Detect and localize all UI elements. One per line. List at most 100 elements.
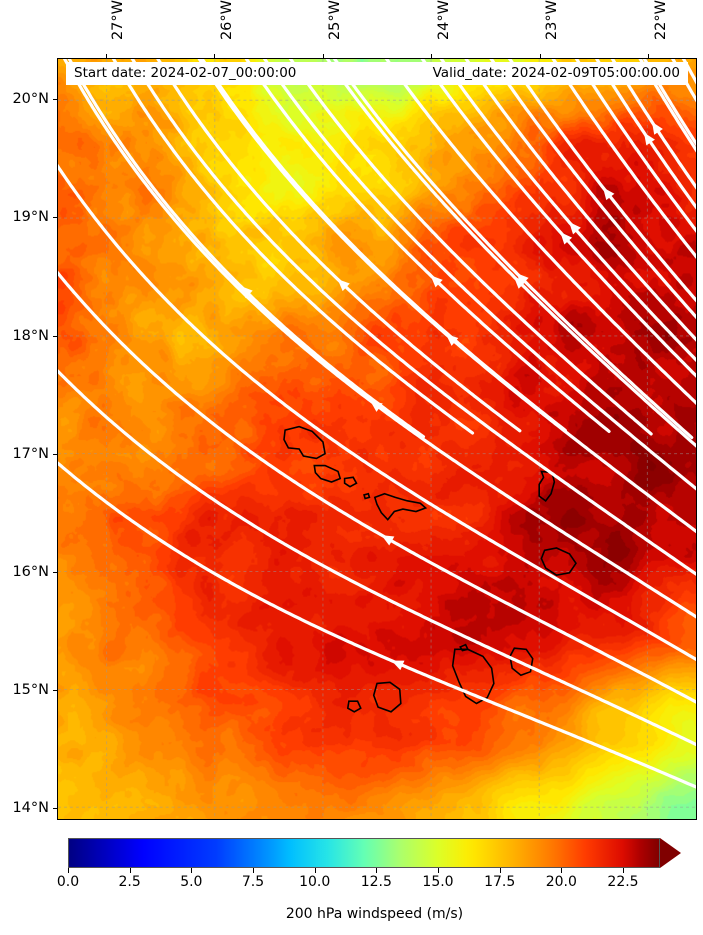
island-outline — [283, 425, 326, 460]
start-date-label: Start date: 2024-02-07_00:00:00 — [74, 64, 297, 81]
y-tick-label: 20°N — [12, 91, 49, 108]
streamline — [489, 59, 696, 320]
streamline — [197, 59, 696, 534]
island-outline — [372, 681, 402, 713]
x-axis-ticks: 27°W 26°W 25°W 24°W 23°W 22°W — [0, 0, 703, 58]
streamline — [332, 59, 694, 440]
streamline — [58, 369, 696, 747]
island-outline — [540, 547, 577, 576]
colorbar-tick-label: 15.0 — [422, 874, 454, 890]
y-axis-ticks: 20°N 19°N 18°N 17°N 16°N 15°N 14°N — [0, 0, 57, 935]
colorbar[interactable]: 0.0 2.5 5.0 7.5 10.0 12.5 15.0 17.5 20.0 22.5 200… — [57, 838, 681, 922]
colorbar-tick-label: 20.0 — [545, 874, 577, 890]
streamline — [420, 59, 696, 378]
valid-date-label: Valid_date: 2024-02-09T05:00:00.00 — [432, 64, 680, 81]
x-tick-mark — [648, 54, 650, 58]
x-tick-label: 23°W — [544, 0, 561, 41]
colorbar-tick-label: 2.5 — [118, 874, 141, 890]
streamline — [111, 59, 475, 435]
x-tick-mark — [214, 54, 216, 58]
x-tick-mark — [105, 54, 107, 58]
colorbar-tick-mark — [314, 868, 316, 873]
x-tick-mark — [431, 54, 433, 58]
y-tick-mark — [53, 571, 57, 573]
island-outline — [343, 476, 358, 488]
x-tick-mark — [322, 54, 324, 58]
streamline-arrow — [516, 273, 529, 286]
streamline-arrow — [240, 286, 253, 299]
streamline — [288, 59, 653, 436]
colorbar-tick-mark — [68, 868, 69, 873]
colorbar-tick-mark — [561, 868, 563, 873]
y-tick-label: 18°N — [12, 327, 49, 344]
y-tick-label: 16°N — [12, 563, 49, 580]
colorbar-tick-label: 10.0 — [299, 874, 331, 890]
colorbar-tick-mark — [253, 868, 254, 873]
colorbar-tick-mark — [623, 868, 624, 873]
streamline-arrow — [643, 132, 655, 146]
streamline-arrow — [602, 187, 615, 201]
streamline — [58, 461, 696, 789]
colorbar-label: 200 hPa windspeed (m/s) — [285, 906, 464, 922]
y-tick-mark — [53, 99, 57, 101]
streamline-arrows — [240, 121, 663, 671]
streamline — [130, 59, 696, 576]
date-annotation-box: Start date: 2024-02-07_00:00:00 Valid_da… — [66, 62, 688, 85]
streamline — [244, 59, 611, 434]
map-plot-area[interactable] — [57, 58, 697, 820]
streamline — [62, 59, 696, 619]
streamline-arrow — [430, 275, 443, 288]
colorbar-extend-arrow — [660, 838, 681, 868]
streamline — [670, 59, 696, 103]
colorbar-tick-label: 12.5 — [360, 874, 392, 890]
y-tick-mark — [53, 335, 57, 337]
streamline-arrow — [381, 535, 395, 546]
island-outline — [363, 492, 371, 500]
x-tick-label: 24°W — [435, 0, 452, 41]
island-outline — [346, 700, 362, 713]
streamline — [58, 270, 696, 704]
streamline-arrow — [337, 279, 350, 292]
streamline-arrow — [560, 232, 573, 245]
streamline — [464, 59, 696, 342]
streamline-arrow — [513, 276, 526, 289]
y-tick-label: 15°N — [12, 682, 49, 699]
streamline — [67, 59, 426, 439]
island-outline — [373, 492, 428, 521]
streamline-arrow — [445, 334, 459, 346]
streamline — [156, 59, 522, 433]
streamline — [439, 59, 696, 363]
streamline — [58, 163, 696, 662]
streamline-overlay — [58, 59, 696, 789]
streamline-arrow — [569, 221, 581, 235]
colorbar-tick-label: 7.5 — [241, 874, 265, 890]
x-tick-mark — [539, 54, 541, 58]
streamline — [507, 59, 696, 303]
streamline — [681, 59, 696, 85]
windspeed-field — [58, 59, 696, 819]
y-tick-mark — [53, 453, 57, 455]
island-outline — [313, 464, 342, 483]
x-tick-label: 26°W — [218, 0, 235, 41]
island-outline — [538, 470, 556, 502]
streamline-arrow — [370, 400, 383, 412]
x-tick-label: 22°W — [652, 0, 669, 41]
streamline-arrow — [391, 660, 405, 671]
colorbar-tick-label: 5.0 — [180, 874, 203, 890]
colorbar-gradient — [69, 839, 659, 867]
y-tick-label: 14°N — [12, 800, 49, 817]
colorbar-tick-mark — [438, 868, 439, 873]
colorbar-tick-label: 0.0 — [56, 874, 80, 890]
y-tick-mark — [53, 690, 57, 692]
island-outline — [451, 648, 495, 705]
colorbar-tick-mark — [499, 868, 501, 873]
colorbar-body — [68, 838, 660, 868]
colorbar-tick-mark — [191, 868, 193, 873]
y-tick-mark — [53, 808, 57, 810]
streamline — [325, 59, 696, 448]
x-tick-label: 27°W — [110, 0, 127, 41]
x-tick-label: 25°W — [327, 0, 344, 41]
y-tick-label: 17°N — [12, 445, 49, 462]
colorbar-tick-mark — [376, 868, 378, 873]
